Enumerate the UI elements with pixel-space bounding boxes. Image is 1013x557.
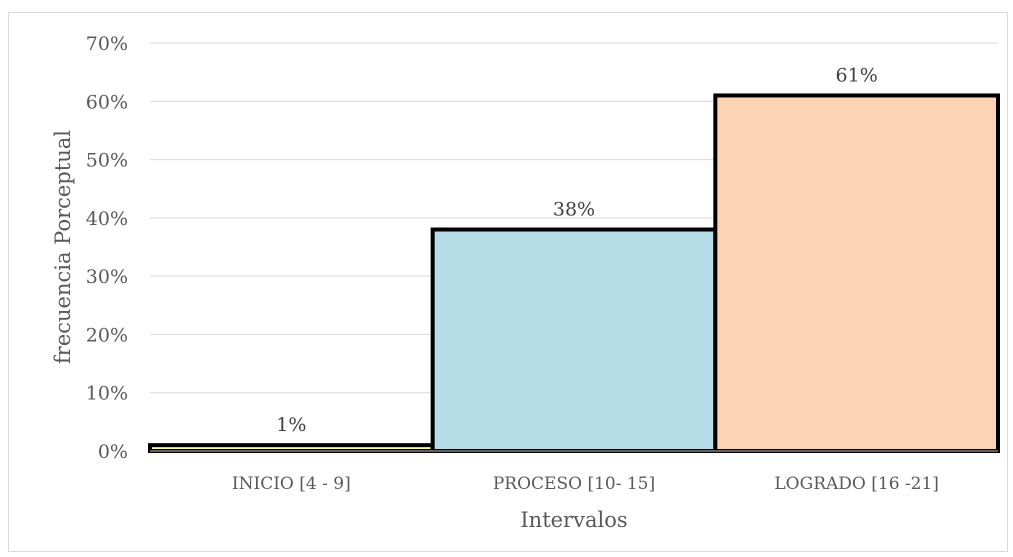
y-tick-label: 40% bbox=[86, 208, 128, 230]
y-tick-label: 30% bbox=[86, 266, 128, 288]
x-axis-title: Intervalos bbox=[520, 508, 627, 532]
x-tick-label: INICIO [4 - 9] bbox=[232, 474, 351, 494]
y-tick-label: 0% bbox=[98, 441, 128, 463]
x-axis-ticks: INICIO [4 - 9] PROCESO [10- 15] LOGRADO [1… bbox=[232, 474, 939, 494]
data-label: 1% bbox=[276, 414, 306, 436]
y-axis-ticks: 0% 10% 20% 30% 40% 50% 60% 70% bbox=[86, 33, 128, 463]
x-tick-label: PROCESO [10- 15] bbox=[493, 474, 655, 494]
data-label: 38% bbox=[553, 199, 595, 221]
y-tick-label: 10% bbox=[86, 383, 128, 405]
bar bbox=[430, 227, 718, 453]
y-axis-title: frecuencia Porceptual bbox=[51, 130, 75, 364]
data-label: 61% bbox=[836, 64, 878, 86]
y-tick-label: 60% bbox=[86, 91, 128, 113]
y-tick-label: 70% bbox=[86, 33, 128, 55]
bar bbox=[713, 93, 1000, 453]
bars bbox=[148, 93, 1000, 453]
y-tick-label: 50% bbox=[86, 150, 128, 172]
y-tick-label: 20% bbox=[86, 324, 128, 346]
data-labels: 1% 38% 61% bbox=[276, 64, 878, 436]
bar bbox=[148, 443, 435, 453]
x-tick-label: LOGRADO [16 -21] bbox=[774, 474, 939, 494]
